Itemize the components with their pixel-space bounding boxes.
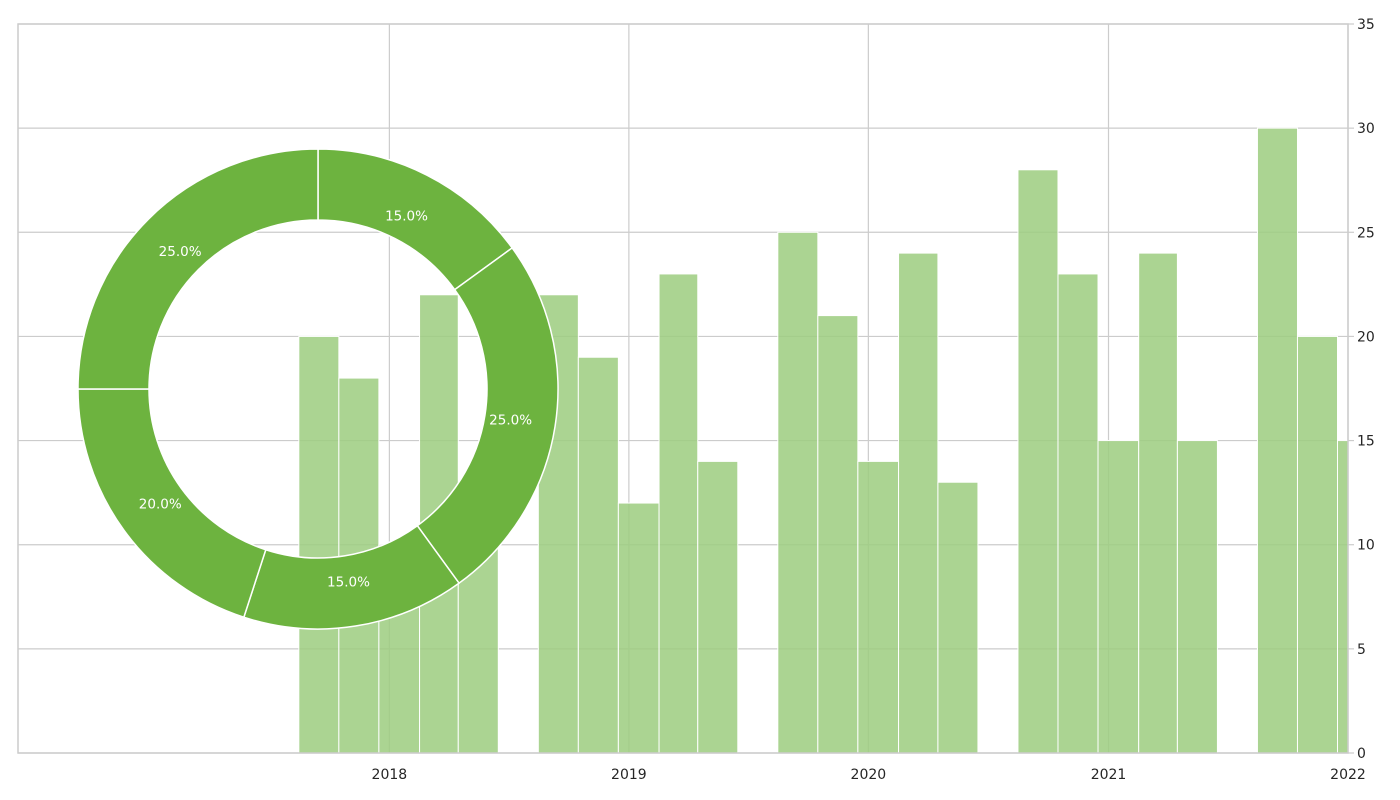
bar xyxy=(817,315,859,754)
y-tick-label: 15 xyxy=(1357,434,1375,450)
bar xyxy=(1138,252,1178,754)
bar xyxy=(1296,335,1339,754)
donut-slice xyxy=(77,148,319,390)
donut-slice-label: 25.0% xyxy=(489,413,532,429)
bar xyxy=(1256,127,1298,754)
plot-border xyxy=(17,23,1349,754)
y-axis: 0 5 10 15 20 25 30 35 xyxy=(1348,17,1375,762)
bar xyxy=(298,335,340,754)
donut-slice-label: 15.0% xyxy=(385,208,428,224)
bar xyxy=(1097,440,1140,754)
bar xyxy=(1337,440,1349,754)
donut-chart xyxy=(77,148,559,630)
bar xyxy=(1017,169,1059,754)
x-tick-label: 2021 xyxy=(1091,767,1127,783)
y-tick-label: 35 xyxy=(1357,17,1375,33)
bar xyxy=(857,460,900,754)
donut-slice-label: 15.0% xyxy=(327,575,370,591)
bar xyxy=(937,481,979,754)
bar xyxy=(577,356,619,754)
x-tick-label: 2018 xyxy=(372,767,408,783)
donut-slice-label: 25.0% xyxy=(159,244,202,260)
bar xyxy=(697,460,739,754)
x-axis: 2018 2019 2020 2021 2022 xyxy=(372,767,1366,783)
x-tick-label: 2020 xyxy=(851,767,887,783)
bar xyxy=(777,231,819,754)
y-tick-label: 20 xyxy=(1357,329,1375,345)
bar xyxy=(898,252,939,754)
y-tick-label: 0 xyxy=(1357,746,1366,762)
bar xyxy=(1176,440,1218,754)
y-tick-label: 5 xyxy=(1357,642,1366,658)
donut-slice-label: 20.0% xyxy=(139,497,182,513)
y-tick-label: 25 xyxy=(1357,225,1375,241)
y-tick-label: 10 xyxy=(1357,538,1375,554)
plot-frame xyxy=(17,23,1349,754)
x-tick-label: 2022 xyxy=(1330,767,1366,783)
bar xyxy=(1057,273,1099,754)
bar xyxy=(658,273,699,754)
donut-labels: 15.0% 25.0% 15.0% 20.0% 25.0% xyxy=(139,208,532,590)
x-tick-label: 2019 xyxy=(611,767,647,783)
donut-slice xyxy=(416,246,559,585)
bar xyxy=(617,502,660,754)
y-tick-label: 30 xyxy=(1357,121,1375,137)
